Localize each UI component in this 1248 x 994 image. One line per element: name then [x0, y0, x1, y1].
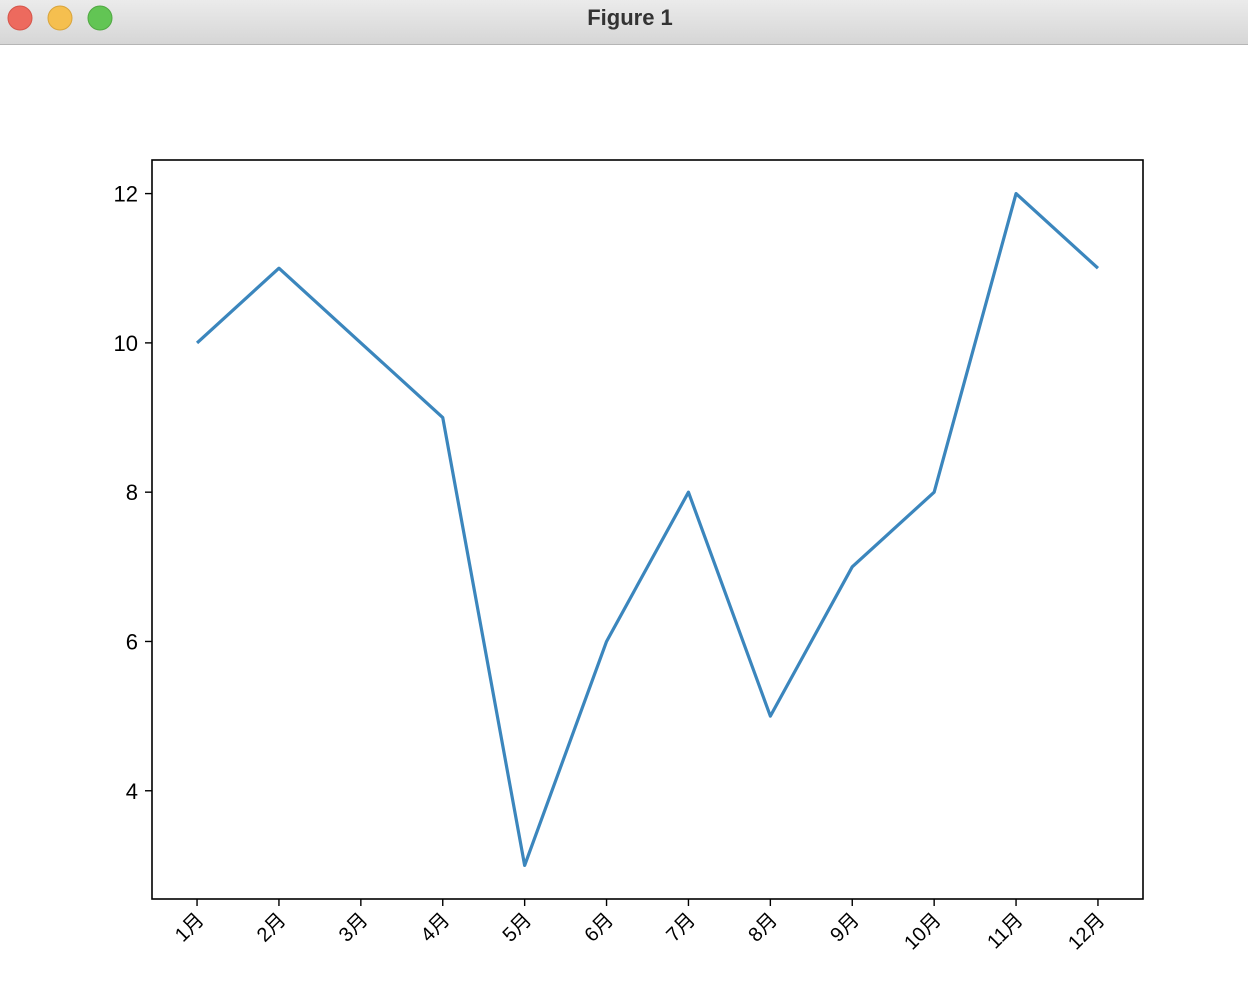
x-tick-label: 10月 — [900, 909, 945, 954]
x-tick-label: 2月 — [253, 909, 291, 947]
y-tick-label: 4 — [126, 779, 138, 804]
window-title: Figure 1 — [587, 5, 673, 30]
x-tick-label: 12月 — [1064, 909, 1109, 954]
data-line — [195, 191, 1100, 868]
y-tick-label: 8 — [126, 480, 138, 505]
x-tick-label: 8月 — [744, 909, 782, 947]
minimize-button[interactable] — [47, 5, 73, 31]
x-tick-label: 11月 — [983, 909, 1027, 953]
y-tick-label: 10 — [114, 331, 138, 356]
close-button[interactable] — [7, 5, 33, 31]
y-tick-label: 6 — [126, 629, 138, 654]
x-tick-label: 9月 — [826, 909, 864, 947]
x-tick-label: 4月 — [417, 909, 455, 947]
x-tick-label: 3月 — [335, 909, 373, 947]
x-tick-label: 6月 — [581, 909, 619, 947]
zoom-button[interactable] — [87, 5, 113, 31]
title-bar — [0, 0, 1248, 44]
y-tick-label: 12 — [114, 182, 138, 207]
x-tick-label: 7月 — [662, 909, 700, 947]
x-tick-label: 5月 — [499, 909, 537, 947]
x-tick-label: 1月 — [171, 909, 209, 947]
axes-frame — [151, 159, 1144, 900]
